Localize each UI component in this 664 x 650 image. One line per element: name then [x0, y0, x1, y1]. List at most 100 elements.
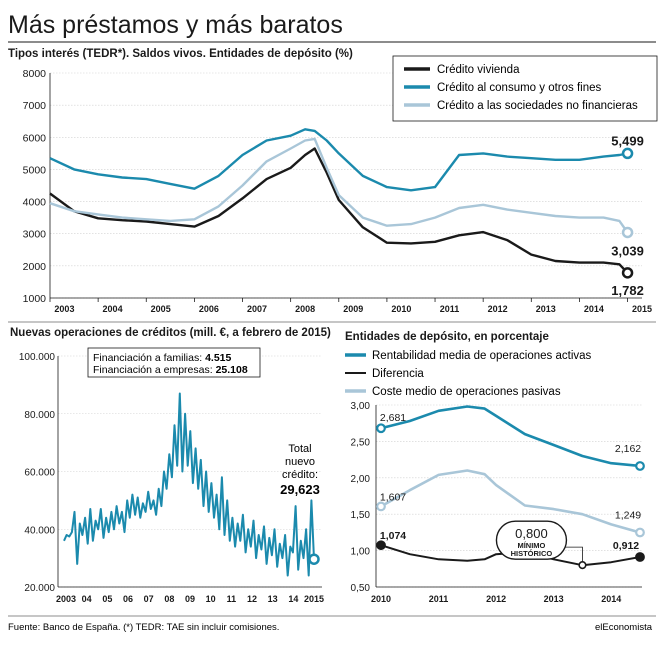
series-line	[49, 128, 628, 192]
minimum-leader	[565, 546, 583, 562]
chart2-total-label: Total nuevo crédito: 29,623	[280, 443, 320, 497]
annotation-box	[87, 347, 261, 378]
chart2-title: Nuevas operaciones de créditos (mill. €,…	[10, 327, 331, 339]
legend-label-activas: Rentabilidad media de operaciones activa…	[372, 350, 592, 362]
y-tick-label: 100.000	[19, 352, 56, 363]
series-end-marker	[621, 147, 634, 160]
total-label-line2: nuevo	[285, 456, 315, 468]
y-tick-label: 7000	[23, 100, 47, 112]
x-tick-label: 2008	[295, 304, 315, 314]
y-tick-label: 3000	[23, 229, 47, 241]
y-tick-label: 8000	[23, 68, 47, 80]
series-end-marker	[308, 553, 320, 565]
series-end-label: 1,249	[615, 509, 641, 521]
total-value: 29,623	[280, 482, 320, 497]
y-tick-label: 60.000	[24, 468, 55, 479]
x-tick-label: 2013	[544, 594, 564, 604]
series-start-marker	[376, 540, 386, 551]
x-tick-label: 2011	[440, 304, 460, 314]
series-end-label: 3,039	[611, 243, 644, 258]
series-end-marker	[621, 267, 634, 279]
y-tick-label: 3,00	[351, 401, 371, 412]
x-tick-label: 2014	[601, 594, 621, 604]
x-tick-label: 11	[227, 594, 237, 604]
series-line	[49, 147, 629, 274]
series-line	[63, 392, 315, 577]
brand-logo: elEconomista	[595, 622, 653, 633]
x-tick-label: 2013	[536, 304, 556, 314]
series-start-label: 2,681	[380, 412, 406, 424]
legend-label-diferencia: Diferencia	[372, 368, 424, 380]
minimum-text-line1: MÍNIMO	[517, 541, 545, 550]
series-end-marker	[635, 527, 645, 538]
series-end-label: 5,499	[611, 133, 644, 148]
series-start-label: 1,607	[380, 491, 406, 503]
chart1-legend: Crédito vivienda Crédito al consumo y ot…	[392, 55, 658, 122]
x-tick-label: 2003	[54, 304, 74, 314]
x-tick-label: 10	[206, 594, 216, 604]
legend-box	[392, 55, 658, 122]
y-tick-label: 1000	[23, 293, 47, 305]
legend-label-sociedades: Crédito a las sociedades no financieras	[437, 100, 638, 112]
y-tick-label: 5000	[23, 164, 47, 176]
y-tick-label: 40.000	[24, 525, 55, 536]
chart1-title: Tipos interés (TEDR*). Saldos vivos. Ent…	[8, 48, 353, 60]
x-tick-label: 2005	[151, 304, 171, 314]
legend-label-consumo: Crédito al consumo y otros fines	[437, 82, 602, 94]
y-tick-label: 6000	[23, 132, 47, 144]
series-start-label: 1,074	[380, 530, 406, 542]
x-tick-label: 04	[82, 594, 92, 604]
series-end-marker	[621, 226, 634, 239]
y-tick-label: 0,50	[351, 583, 371, 594]
y-tick-label: 80.000	[24, 410, 55, 421]
x-tick-label: 2003	[56, 594, 76, 604]
x-tick-label: 14	[288, 594, 298, 604]
x-tick-label: 2009	[343, 304, 363, 314]
series-end-label: 1,782	[611, 283, 644, 298]
chart2-annotation-box: Financiación a familias: 4.515 Financiac…	[87, 347, 261, 378]
total-label-line1: Total	[288, 443, 311, 455]
y-tick-label: 2000	[23, 261, 47, 273]
x-tick-label: 2004	[103, 304, 123, 314]
x-tick-label: 08	[164, 594, 174, 604]
chart-new-operations: 20.000 40.000 60.000 80.000 100.000 2003 04 05 0…	[19, 352, 324, 604]
x-tick-label: 2012	[488, 304, 508, 314]
x-tick-label: 2015	[304, 594, 324, 604]
x-tick-label: 2006	[199, 304, 219, 314]
x-tick-label: 05	[102, 594, 112, 604]
series-end-marker	[635, 552, 645, 562]
x-tick-label: 2015	[632, 304, 652, 314]
y-tick-label: 2,50	[351, 437, 371, 448]
x-tick-label: 13	[268, 594, 278, 604]
annotation-companies: Financiación a empresas: 25.108	[93, 364, 248, 376]
series-end-marker	[635, 461, 645, 471]
x-tick-label: 2014	[584, 304, 604, 314]
minimum-value: 0,800	[515, 526, 548, 541]
x-tick-label: 2007	[247, 304, 267, 314]
minimum-bubble	[495, 520, 568, 560]
series-line	[380, 544, 641, 567]
chart3-title: Entidades de depósito, en porcentaje	[345, 331, 549, 343]
x-tick-label: 06	[123, 594, 133, 604]
x-tick-label: 2010	[391, 304, 411, 314]
series-line	[380, 405, 641, 468]
minimum-marker	[578, 561, 587, 570]
annotation-families: Financiación a familias: 4.515	[93, 352, 231, 364]
legend-label-pasivas: Coste medio de operaciones pasivas	[372, 386, 561, 398]
legend-label-vivienda: Crédito vivienda	[437, 64, 520, 76]
y-tick-label: 20.000	[24, 583, 55, 594]
chart-deposit-rates: 0,50 1,00 1,50 2,00 2,50 3,00 2010 2011 2012 2013…	[351, 401, 645, 604]
series-start-marker	[376, 501, 386, 512]
x-tick-label: 2010	[371, 594, 391, 604]
series-end-label: 2,162	[615, 443, 641, 455]
source-note: Fuente: Banco de España. (*) TEDR: TAE s…	[8, 622, 279, 633]
series-end-label: 0,912	[613, 540, 639, 552]
series-start-marker	[376, 423, 386, 434]
x-tick-label: 12	[247, 594, 257, 604]
chart-top-rates: 1000 2000 3000 4000 5000 6000 7000 8000 2003 2004…	[23, 68, 652, 314]
main-title: Más préstamos y más baratos	[8, 11, 343, 39]
x-tick-label: 2012	[486, 594, 506, 604]
x-tick-label: 07	[144, 594, 154, 604]
